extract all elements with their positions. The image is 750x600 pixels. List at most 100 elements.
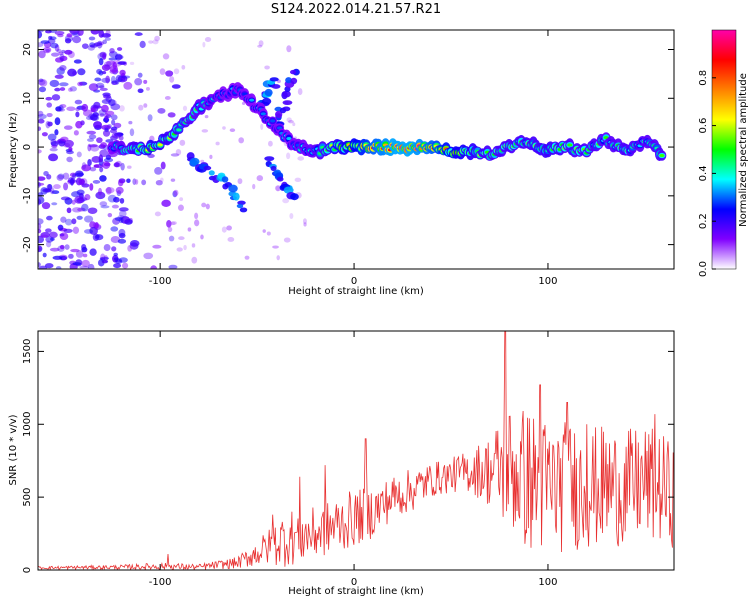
heatmap-noise-cell bbox=[241, 101, 246, 105]
y-tick-label: 1500 bbox=[22, 339, 33, 364]
heatmap-noise-cell bbox=[54, 87, 61, 92]
heatmap-noise-cell bbox=[72, 262, 82, 266]
heatmap-noise-cell bbox=[93, 121, 103, 129]
heatmap-noise-cell bbox=[176, 247, 183, 252]
heatmap-noise-cell bbox=[54, 129, 59, 136]
heatmap-noise-cell bbox=[77, 207, 86, 212]
heatmap-noise-cell bbox=[113, 122, 122, 129]
heatmap-ridge-cell bbox=[286, 137, 292, 141]
heatmap-noise-cell bbox=[110, 226, 119, 232]
heatmap-noise-cell bbox=[137, 88, 144, 94]
heatmap-noise-cell bbox=[262, 229, 266, 233]
heatmap-noise-cell bbox=[45, 30, 52, 34]
heatmap-noise-cell bbox=[200, 159, 205, 163]
heatmap-noise-cell bbox=[38, 149, 42, 154]
heatmap-branch-cell bbox=[271, 84, 281, 89]
heatmap-noise-cell bbox=[82, 253, 88, 258]
heatmap-noise-cell bbox=[59, 65, 67, 71]
heatmap-noise-cell bbox=[98, 70, 104, 76]
heatmap-noise-cell bbox=[81, 43, 89, 49]
x-tick-label: 100 bbox=[538, 276, 557, 287]
heatmap-noise-cell bbox=[114, 54, 124, 60]
heatmap-noise-cell bbox=[73, 59, 82, 64]
heatmap-noise-cell bbox=[46, 215, 53, 221]
heatmap-noise-cell bbox=[113, 263, 122, 269]
spectrogram-y-label: Frequency (Hz) bbox=[8, 112, 19, 188]
y-tick-label: -10 bbox=[22, 188, 33, 204]
heatmap-noise-cell bbox=[101, 64, 111, 72]
heatmap-branch-cell bbox=[282, 100, 293, 106]
heatmap-ridge-cell bbox=[260, 112, 266, 116]
heatmap-noise-cell bbox=[103, 117, 110, 123]
colorbar-ticks: 0.0 0.2 0.4 0.6 0.8 bbox=[698, 70, 716, 277]
heatmap-noise-cell bbox=[68, 253, 74, 259]
heatmap-noise-cell bbox=[113, 196, 120, 203]
heatmap-noise-cell bbox=[77, 68, 86, 76]
heatmap-noise-cell bbox=[76, 215, 83, 220]
heatmap-noise-cell bbox=[66, 156, 73, 163]
heatmap-noise-cell bbox=[83, 215, 94, 223]
colorbar-label: Normalized spectral amplitude bbox=[738, 73, 749, 227]
heatmap-noise-cell bbox=[60, 136, 69, 142]
heatmap-noise-cell bbox=[165, 70, 174, 77]
heatmap-noise-cell bbox=[178, 236, 185, 241]
heatmap-noise-cell bbox=[63, 142, 71, 148]
heatmap-noise-cell bbox=[175, 148, 182, 156]
heatmap-noise-cell bbox=[155, 180, 163, 186]
heatmap-noise-cell bbox=[92, 179, 101, 184]
spectrogram-frame bbox=[37, 29, 675, 270]
y-tick-label: 0 bbox=[22, 144, 33, 150]
heatmap-noise-cell bbox=[101, 259, 109, 264]
heatmap-noise-cell bbox=[38, 30, 43, 39]
heatmap-noise-cell bbox=[104, 37, 111, 41]
heatmap-noise-cell bbox=[150, 265, 157, 269]
x-tick-label: 0 bbox=[351, 276, 357, 287]
heatmap-noise-cell bbox=[170, 153, 180, 157]
heatmap-branch-cell bbox=[208, 170, 215, 176]
heatmap-noise-cell bbox=[100, 253, 106, 260]
heatmap-noise-cell bbox=[69, 86, 77, 92]
heatmap-noise-cell bbox=[166, 220, 172, 228]
heatmap-noise-cell bbox=[111, 132, 122, 139]
heatmap-noise-cell bbox=[191, 243, 196, 248]
heatmap-noise-cell bbox=[72, 36, 82, 44]
heatmap-noise-cell bbox=[113, 162, 121, 168]
heatmap-noise-cell bbox=[47, 38, 56, 44]
heatmap-noise-cell bbox=[89, 144, 100, 152]
colorbar-tick-label: 0.4 bbox=[698, 165, 709, 181]
snr-y-label: SNR (10 * v/v) bbox=[8, 414, 19, 485]
heatmap-noise-cell bbox=[129, 128, 135, 137]
heatmap-noise-cell bbox=[127, 245, 133, 252]
heatmap-noise-cell bbox=[89, 221, 96, 229]
heatmap-noise-cell bbox=[75, 107, 80, 112]
heatmap-noise-cell bbox=[77, 30, 84, 36]
heatmap-noise-cell bbox=[204, 37, 212, 43]
heatmap-noise-cell bbox=[107, 212, 113, 218]
heatmap-noise-cell bbox=[162, 53, 170, 60]
heatmap-noise-cell bbox=[114, 258, 123, 263]
heatmap-noise-cell bbox=[252, 183, 256, 190]
heatmap-branch-cell bbox=[186, 152, 195, 160]
heatmap-noise-cell bbox=[90, 30, 100, 35]
heatmap-noise-cell bbox=[135, 179, 139, 185]
heatmap-noise-cell bbox=[154, 167, 163, 175]
colorbar-gradient bbox=[711, 29, 737, 270]
heatmap-noise-cell bbox=[51, 52, 60, 57]
heatmap-noise-cell bbox=[87, 207, 98, 214]
heatmap-noise-cell bbox=[87, 159, 92, 167]
heatmap-noise-cell bbox=[40, 40, 50, 44]
heatmap-noise-cell bbox=[101, 124, 111, 131]
heatmap-noise-cell bbox=[179, 197, 184, 202]
heatmap-noise-cell bbox=[169, 76, 175, 83]
heatmap-noise-cell bbox=[118, 257, 128, 263]
heatmap-noise-cell bbox=[303, 222, 307, 227]
heatmap-noise-cell bbox=[62, 172, 70, 180]
heatmap-noise-cell bbox=[205, 203, 210, 210]
heatmap-noise-cell bbox=[88, 144, 98, 148]
heatmap-noise-cell bbox=[143, 103, 148, 108]
heatmap-noise-cell bbox=[268, 140, 273, 147]
heatmap-noise-cell bbox=[38, 265, 48, 269]
heatmap-noise-cell bbox=[194, 212, 199, 219]
